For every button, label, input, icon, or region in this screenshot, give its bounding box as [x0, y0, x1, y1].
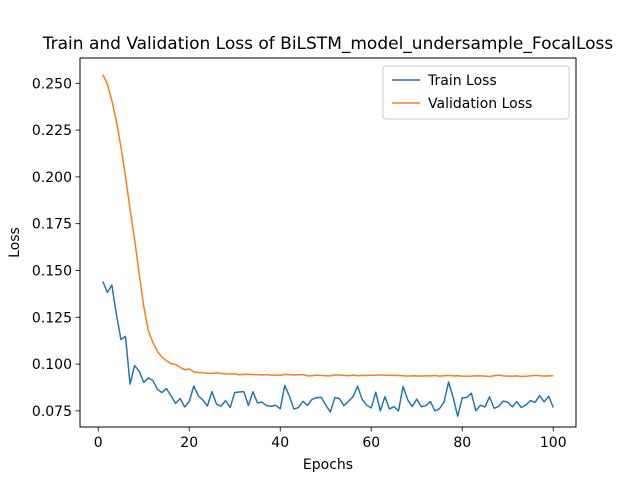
y-tick-label: 0.075: [32, 404, 72, 420]
series-line-train-loss: [102, 281, 554, 417]
x-tick-label: 80: [453, 435, 471, 451]
y-tick-label: 0.175: [32, 217, 72, 233]
y-tick-label: 0.100: [32, 357, 72, 373]
y-tick-label: 0.150: [32, 263, 72, 279]
x-tick-label: 100: [540, 435, 567, 451]
y-tick-label: 0.225: [32, 123, 72, 139]
series-layer: [102, 74, 554, 417]
y-tick-label: 0.250: [32, 76, 72, 92]
x-tick-label: 0: [94, 435, 103, 451]
legend-box: [382, 65, 570, 120]
chart-title: Train and Validation Loss of BiLSTM_mode…: [42, 34, 614, 54]
x-tick-label: 20: [180, 435, 198, 451]
legend: Train Loss Validation Loss: [382, 65, 570, 120]
plot-frame: [79, 57, 577, 428]
x-axis-label: Epochs: [303, 457, 353, 473]
y-axis-label: Loss: [7, 227, 23, 258]
y-tick-label: 0.200: [32, 170, 72, 186]
x-tick-label: 40: [271, 435, 289, 451]
y-tick-label: 0.125: [32, 310, 72, 326]
x-axis: 0 20 40 60 80 100: [94, 427, 567, 451]
y-axis: 0.075 0.100 0.125 0.150 0.175 0.200 0.225 0.250: [32, 76, 80, 420]
legend-label-train-loss: Train Loss: [427, 73, 497, 89]
legend-label-validation-loss: Validation Loss: [428, 96, 532, 112]
x-tick-label: 60: [362, 435, 380, 451]
series-line-validation-loss: [102, 74, 554, 378]
